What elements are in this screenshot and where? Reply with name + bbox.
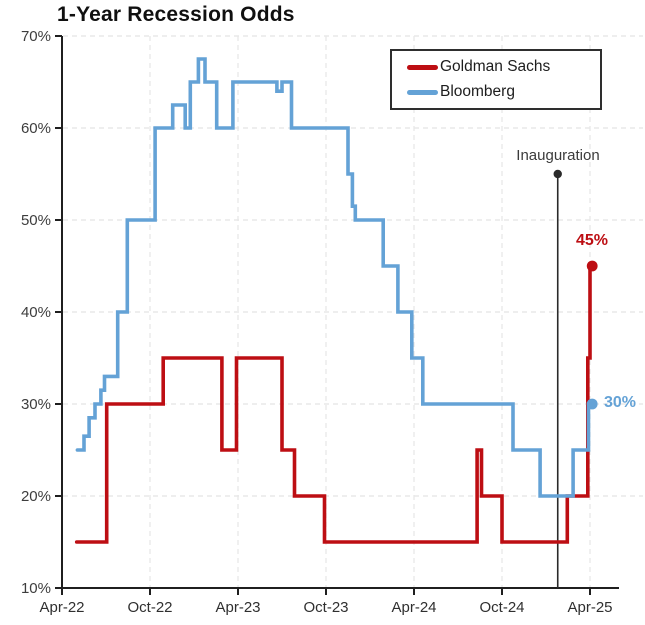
inauguration-dot xyxy=(553,169,562,179)
y-tick-label: 20% xyxy=(21,488,51,505)
legend-item-bloomberg: Bloomberg xyxy=(407,81,592,103)
chart-title: 1-Year Recession Odds xyxy=(57,3,295,26)
goldman-sachs-end-value-label: 45% xyxy=(575,232,609,249)
y-tick-label: 60% xyxy=(21,120,51,137)
y-tick-label: 50% xyxy=(21,212,51,229)
x-tick-label: Apr-25 xyxy=(567,599,612,616)
x-tick-label: Oct-24 xyxy=(479,599,524,616)
goldman-sachs-line-swatch xyxy=(407,64,438,70)
y-tick-label: 30% xyxy=(21,396,51,413)
y-tick-label: 10% xyxy=(21,580,51,597)
legend-label-goldman-sachs: Goldman Sachs xyxy=(440,58,551,75)
bloomberg-line xyxy=(75,57,594,498)
bloomberg-line-swatch xyxy=(407,89,438,95)
goldman-sachs-line xyxy=(74,264,594,544)
goldman-sachs-end-dot xyxy=(586,260,598,272)
x-tick-label: Apr-22 xyxy=(39,599,84,616)
bloomberg-end-value-label: 30% xyxy=(604,394,637,411)
x-tick-label: Apr-24 xyxy=(391,599,436,616)
legend-item-goldman-sachs: Goldman Sachs xyxy=(407,56,592,78)
x-tick-label: Oct-23 xyxy=(303,599,348,616)
y-tick-label: 40% xyxy=(21,304,51,321)
y-tick-label: 70% xyxy=(21,28,51,45)
inauguration-annotation-label: Inauguration xyxy=(516,147,600,164)
x-tick-label: Apr-23 xyxy=(215,599,260,616)
x-tick-label: Oct-22 xyxy=(127,599,172,616)
legend: Goldman Sachs Bloomberg xyxy=(390,49,602,110)
bloomberg-end-dot xyxy=(586,398,598,410)
legend-label-bloomberg: Bloomberg xyxy=(440,83,515,100)
